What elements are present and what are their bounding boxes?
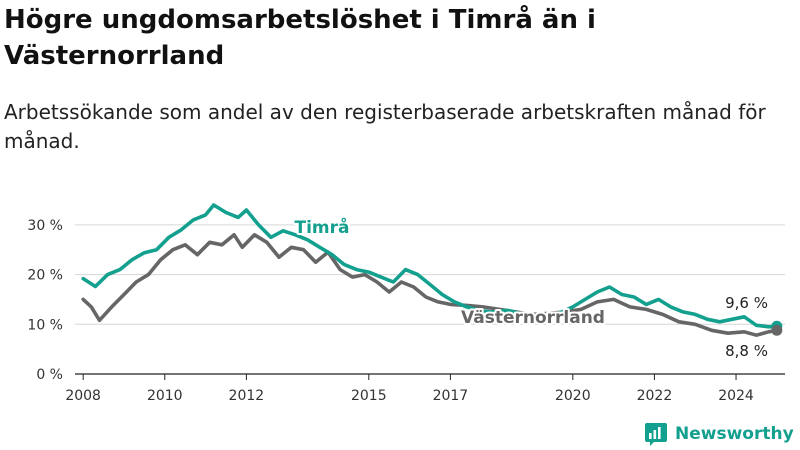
y-tick-label: 10 % bbox=[27, 317, 63, 333]
series-end-label-0: 9,6 % bbox=[725, 294, 768, 312]
brand-logo: Newsworthy bbox=[644, 419, 794, 449]
x-tick-label: 2020 bbox=[555, 388, 591, 404]
x-tick-label: 2022 bbox=[637, 388, 673, 404]
x-tick-label: 2012 bbox=[229, 388, 265, 404]
newsworthy-logo-icon bbox=[645, 423, 667, 446]
x-tick-label: 2008 bbox=[65, 388, 101, 404]
series-name-label-0: Timrå bbox=[295, 216, 350, 238]
x-tick-label: 2017 bbox=[433, 388, 469, 404]
series-end-point-1 bbox=[771, 324, 783, 336]
series-line-0 bbox=[81, 203, 779, 329]
series-line-1 bbox=[81, 233, 779, 337]
y-tick-label: 0 % bbox=[36, 367, 63, 383]
series-end-label-1: 8,8 % bbox=[725, 342, 768, 360]
chart-title: Högre ungdomsarbetslöshet i Timrå än i V… bbox=[4, 5, 596, 71]
chart-subtitle: Arbetssökande som andel av den registerb… bbox=[4, 100, 766, 153]
series-name-label-1: Västernorrland bbox=[461, 308, 605, 328]
x-tick-label: 2015 bbox=[351, 388, 387, 404]
y-tick-label: 30 % bbox=[27, 218, 63, 234]
x-tick-label: 2010 bbox=[147, 388, 183, 404]
brand-name: Newsworthy bbox=[675, 424, 794, 444]
x-tick-label: 2024 bbox=[718, 388, 754, 404]
y-tick-label: 20 % bbox=[27, 268, 63, 284]
